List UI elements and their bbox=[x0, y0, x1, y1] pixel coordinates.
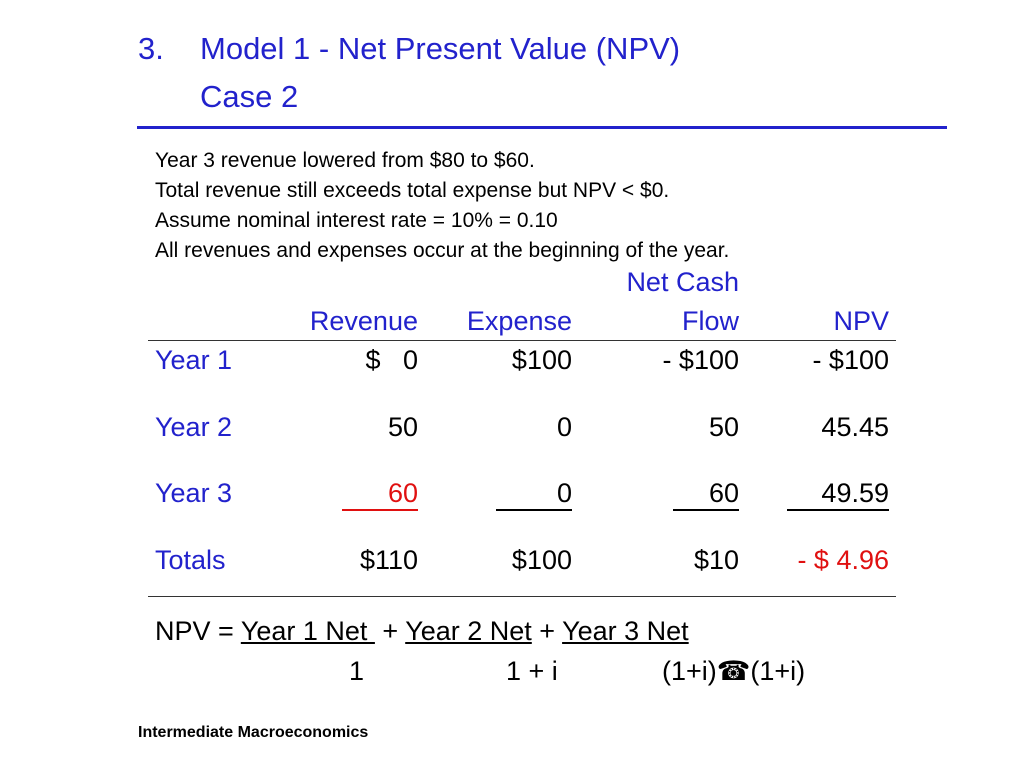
formula-term-3-numerator: Year 3 Net bbox=[562, 616, 689, 646]
slide-footer: Intermediate Macroeconomics bbox=[138, 724, 369, 741]
cell-revenue-total: $110 bbox=[359, 545, 418, 575]
table-header-rule bbox=[148, 340, 896, 341]
cell-net-cash-flow-total: $10 bbox=[693, 545, 739, 575]
cell-npv-total: - $ 4.96 bbox=[797, 545, 889, 575]
cell-net-cash-flow: - $100 bbox=[662, 345, 739, 375]
cell-revenue: $ 0 bbox=[365, 345, 418, 375]
npv-formula-numerators: NPV = Year 1 Net + Year 2 Net + Year 3 N… bbox=[155, 616, 689, 647]
formula-term-1-denominator: 1 bbox=[349, 656, 365, 686]
telephone-icon: ☎ bbox=[716, 656, 751, 686]
formula-lhs: NPV = bbox=[155, 616, 241, 646]
cell-npv: - $100 bbox=[812, 345, 889, 375]
table-bottom-rule bbox=[148, 596, 896, 597]
cell-revenue-highlighted: 60 bbox=[342, 478, 418, 511]
formula-plus: + bbox=[531, 616, 563, 646]
note-line: Total revenue still exceeds total expens… bbox=[155, 179, 670, 202]
row-label-year-2: Year 2 bbox=[155, 412, 233, 442]
formula-plus: + bbox=[374, 616, 406, 646]
header-net-cash-flow-line-1: Net Cash bbox=[626, 267, 739, 297]
header-revenue: Revenue bbox=[309, 306, 418, 336]
formula-term-2-numerator: Year 2 Net bbox=[405, 616, 532, 646]
formula-term-3-denominator: (1+i)☎(1+i) bbox=[662, 656, 805, 687]
header-expense: Expense bbox=[466, 306, 572, 336]
cell-npv: 49.59 bbox=[787, 478, 889, 511]
header-net-cash-flow-line-2: Flow bbox=[681, 306, 739, 336]
title-line-2: Case 2 bbox=[200, 79, 299, 114]
cell-expense: $100 bbox=[511, 345, 572, 375]
header-npv: NPV bbox=[833, 306, 889, 336]
title-line-1: Model 1 - Net Present Value (NPV) bbox=[200, 31, 681, 66]
cell-net-cash-flow: 50 bbox=[708, 412, 739, 442]
cell-revenue: 50 bbox=[387, 412, 418, 442]
formula-term-3-factor: (1+i) bbox=[662, 656, 717, 686]
row-label-year-3: Year 3 bbox=[155, 478, 233, 508]
row-label-totals: Totals bbox=[155, 545, 226, 575]
cell-expense-total: $100 bbox=[511, 545, 572, 575]
cell-net-cash-flow: 60 bbox=[673, 478, 739, 511]
title-divider bbox=[137, 126, 947, 129]
formula-term-1-numerator: Year 1 Net bbox=[240, 616, 375, 646]
formula-term-3-factor: (1+i) bbox=[750, 656, 806, 686]
note-line: Year 3 revenue lowered from $80 to $60. bbox=[155, 149, 535, 172]
formula-term-2-denominator: 1 + i bbox=[506, 656, 558, 686]
cell-expense: 0 bbox=[496, 478, 572, 511]
cell-expense: 0 bbox=[556, 412, 572, 442]
assumption-notes: Year 3 revenue lowered from $80 to $60. … bbox=[155, 146, 729, 266]
title-number: 3. bbox=[138, 31, 164, 66]
note-line: All revenues and expenses occur at the b… bbox=[155, 239, 730, 262]
row-label-year-1: Year 1 bbox=[155, 345, 233, 375]
cell-npv: 45.45 bbox=[821, 412, 889, 442]
note-line: Assume nominal interest rate = 10% = 0.1… bbox=[155, 209, 558, 232]
